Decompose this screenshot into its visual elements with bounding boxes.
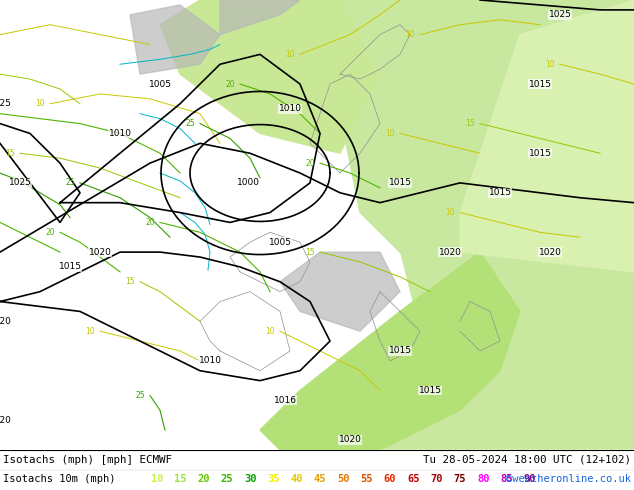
- Polygon shape: [260, 252, 520, 450]
- Text: 1015: 1015: [529, 149, 552, 158]
- Polygon shape: [130, 5, 220, 74]
- Text: 1015: 1015: [418, 386, 441, 395]
- Text: 1005: 1005: [148, 79, 172, 89]
- Text: 1015: 1015: [58, 263, 82, 271]
- Text: 10: 10: [445, 208, 455, 217]
- Text: 1020: 1020: [439, 247, 462, 257]
- Text: 15: 15: [5, 149, 15, 158]
- Text: 20: 20: [225, 79, 235, 89]
- Text: 1025: 1025: [9, 178, 32, 187]
- Text: 1015: 1015: [529, 79, 552, 89]
- Polygon shape: [220, 0, 300, 35]
- Text: 75: 75: [454, 474, 467, 484]
- Text: 1015: 1015: [389, 178, 411, 187]
- Text: 60: 60: [384, 474, 396, 484]
- Text: 1020: 1020: [89, 247, 112, 257]
- Text: Tu 28-05-2024 18:00 UTC (12+102): Tu 28-05-2024 18:00 UTC (12+102): [423, 455, 631, 465]
- Text: 1025: 1025: [0, 99, 11, 108]
- Text: 1010: 1010: [108, 129, 131, 138]
- Text: 25: 25: [136, 391, 145, 400]
- Text: 20: 20: [46, 228, 55, 237]
- Text: ©weatheronline.co.uk: ©weatheronline.co.uk: [506, 474, 631, 484]
- Text: 40: 40: [290, 474, 303, 484]
- Text: 10: 10: [266, 327, 275, 336]
- Polygon shape: [280, 252, 400, 331]
- Text: 10: 10: [151, 474, 163, 484]
- Text: 85: 85: [500, 474, 513, 484]
- Text: 1010: 1010: [278, 104, 302, 113]
- Text: 20: 20: [145, 218, 155, 227]
- Text: Isotachs 10m (mph): Isotachs 10m (mph): [3, 474, 115, 484]
- Text: 1015: 1015: [489, 188, 512, 197]
- Text: 1020: 1020: [339, 436, 361, 444]
- Text: 10: 10: [405, 30, 415, 39]
- Text: 30: 30: [244, 474, 257, 484]
- Text: 1010: 1010: [198, 356, 221, 366]
- Text: 1020: 1020: [0, 416, 11, 425]
- Text: 1016: 1016: [273, 396, 297, 405]
- Text: 70: 70: [430, 474, 443, 484]
- Text: 10: 10: [385, 129, 395, 138]
- Text: 25: 25: [221, 474, 233, 484]
- Text: 10: 10: [545, 60, 555, 69]
- Text: 1000: 1000: [236, 178, 259, 187]
- Text: 45: 45: [314, 474, 327, 484]
- Text: 10: 10: [285, 50, 295, 59]
- Polygon shape: [160, 0, 380, 153]
- Text: 10: 10: [86, 327, 95, 336]
- Text: 15: 15: [174, 474, 186, 484]
- Text: 65: 65: [407, 474, 420, 484]
- Text: 25: 25: [65, 178, 75, 187]
- Polygon shape: [460, 0, 634, 272]
- Text: 1020: 1020: [0, 317, 11, 326]
- Text: Isotachs (mph) [mph] ECMWF: Isotachs (mph) [mph] ECMWF: [3, 455, 172, 465]
- Text: 1005: 1005: [269, 238, 292, 246]
- Text: 1020: 1020: [538, 247, 562, 257]
- Text: 25: 25: [185, 119, 195, 128]
- Text: 20: 20: [197, 474, 210, 484]
- Text: 1015: 1015: [389, 346, 411, 355]
- Text: 15: 15: [465, 119, 475, 128]
- Text: 55: 55: [361, 474, 373, 484]
- Polygon shape: [340, 0, 500, 272]
- Text: 20: 20: [306, 159, 315, 168]
- Text: 90: 90: [524, 474, 536, 484]
- Text: 15: 15: [306, 247, 315, 257]
- Text: 80: 80: [477, 474, 489, 484]
- Text: 1025: 1025: [548, 10, 571, 19]
- Text: 15: 15: [126, 277, 135, 286]
- Text: 35: 35: [268, 474, 280, 484]
- Text: 50: 50: [337, 474, 350, 484]
- Text: 10: 10: [36, 99, 45, 108]
